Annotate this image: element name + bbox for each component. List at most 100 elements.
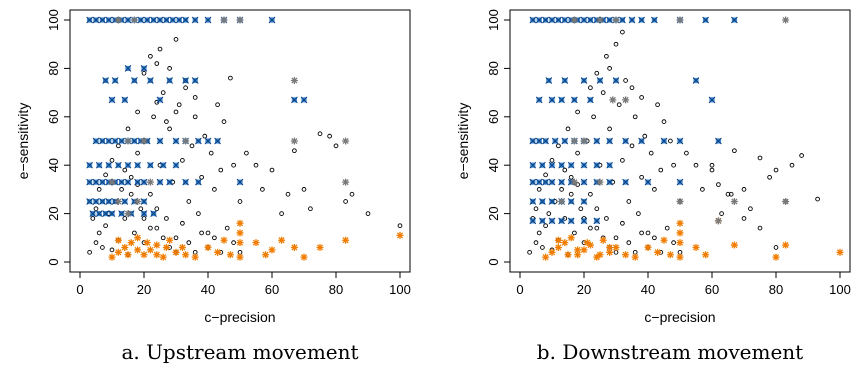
blue-x-cross — [121, 96, 129, 104]
blue-x-cross — [182, 178, 189, 186]
x-tick-label: 100 — [829, 282, 851, 297]
data-point-blue-x — [731, 16, 738, 24]
data-point-orange-star — [191, 253, 199, 261]
blue-x-cross — [156, 178, 164, 186]
data-point-circle — [186, 199, 192, 204]
data-point-circle — [607, 126, 612, 132]
data-point-orange-star — [561, 239, 569, 247]
blue-x-cross — [134, 161, 141, 169]
star-marker — [290, 77, 298, 84]
star-marker — [143, 239, 151, 247]
star-marker — [574, 246, 582, 254]
data-point-circle — [154, 61, 160, 66]
data-point-blue-x — [115, 161, 122, 169]
data-point-orange-star — [204, 243, 212, 251]
blue-x-cross — [529, 137, 537, 145]
blue-x-cross — [558, 161, 565, 169]
data-point-circle — [260, 187, 265, 192]
star-marker — [114, 236, 122, 244]
star-marker — [676, 253, 684, 261]
data-point-circle — [604, 53, 609, 59]
data-point-circle — [725, 191, 731, 197]
blue-x-cross — [676, 137, 684, 145]
star-marker — [108, 253, 116, 261]
data-point-blue-x — [580, 161, 588, 169]
data-point-circle — [103, 223, 108, 229]
data-point-blue-x — [99, 178, 106, 186]
data-point-gray-star — [558, 198, 566, 205]
data-point-circle — [588, 191, 593, 197]
blue-x-cross — [542, 178, 549, 186]
star-marker — [782, 198, 790, 205]
data-point-orange-star — [782, 241, 790, 249]
data-point-circle — [160, 235, 166, 241]
data-point-blue-x — [548, 16, 556, 24]
star-marker — [574, 251, 582, 259]
star-marker — [178, 243, 186, 251]
data-point-blue-x — [676, 178, 684, 186]
data-point-blue-x — [715, 137, 722, 145]
series-gray-star — [108, 16, 350, 218]
data-point-circle — [180, 158, 185, 163]
blue-x-cross — [593, 161, 601, 169]
data-point-circle — [167, 66, 172, 71]
blue-x-cross — [140, 65, 148, 72]
star-marker — [714, 217, 722, 225]
data-point-blue-x — [638, 16, 645, 24]
data-point-orange-star — [580, 246, 588, 254]
data-point-blue-x — [150, 16, 157, 24]
data-point-circle — [231, 162, 236, 168]
data-point-blue-x — [172, 161, 180, 169]
star-marker — [124, 251, 132, 259]
data-point-blue-x — [291, 96, 298, 104]
data-point-circle — [218, 167, 224, 173]
star-marker — [593, 253, 601, 261]
star-marker — [631, 253, 639, 261]
star-marker — [612, 243, 620, 251]
blue-x-cross — [89, 210, 97, 217]
data-point-orange-star — [702, 251, 710, 259]
data-point-circle — [212, 187, 217, 192]
data-point-blue-x — [593, 161, 601, 169]
data-point-blue-x — [111, 77, 119, 84]
star-marker — [730, 198, 738, 205]
data-point-gray-star — [108, 178, 116, 186]
data-point-circle — [671, 240, 676, 245]
star-marker — [204, 243, 212, 251]
data-point-blue-x — [622, 178, 629, 186]
star-marker — [134, 198, 142, 205]
blue-x-cross — [548, 198, 556, 205]
data-point-gray-star — [290, 77, 298, 84]
star-marker — [342, 236, 350, 244]
blue-x-cross — [619, 16, 626, 24]
data-point-blue-x — [140, 178, 148, 186]
data-point-orange-star — [236, 219, 244, 227]
data-point-circle — [215, 102, 220, 108]
blue-x-cross — [567, 198, 575, 205]
data-point-blue-x — [580, 77, 588, 84]
data-point-blue-x — [580, 178, 588, 186]
data-point-orange-star — [599, 236, 607, 244]
data-point-circle — [652, 235, 657, 241]
data-point-blue-x — [561, 77, 569, 84]
data-point-circle — [154, 225, 160, 231]
blue-x-cross — [587, 96, 594, 104]
star-marker — [666, 251, 674, 259]
data-point-blue-x — [596, 77, 604, 84]
star-marker — [772, 253, 780, 261]
data-point-blue-x — [118, 210, 125, 217]
blue-x-cross — [163, 16, 170, 24]
blue-x-cross — [195, 178, 202, 186]
data-point-blue-x — [156, 16, 164, 24]
blue-x-cross — [166, 178, 173, 186]
x-axis-label: c−precision — [644, 309, 715, 325]
data-point-gray-star — [782, 198, 790, 205]
data-point-circle — [632, 249, 638, 255]
y-axis-label: e−sensitivity — [455, 103, 471, 180]
star-marker — [127, 239, 135, 247]
data-point-circle — [173, 235, 179, 241]
data-point-circle — [616, 102, 622, 108]
star-marker — [278, 236, 286, 244]
data-point-orange-star — [676, 239, 684, 247]
data-point-circle — [594, 70, 600, 76]
